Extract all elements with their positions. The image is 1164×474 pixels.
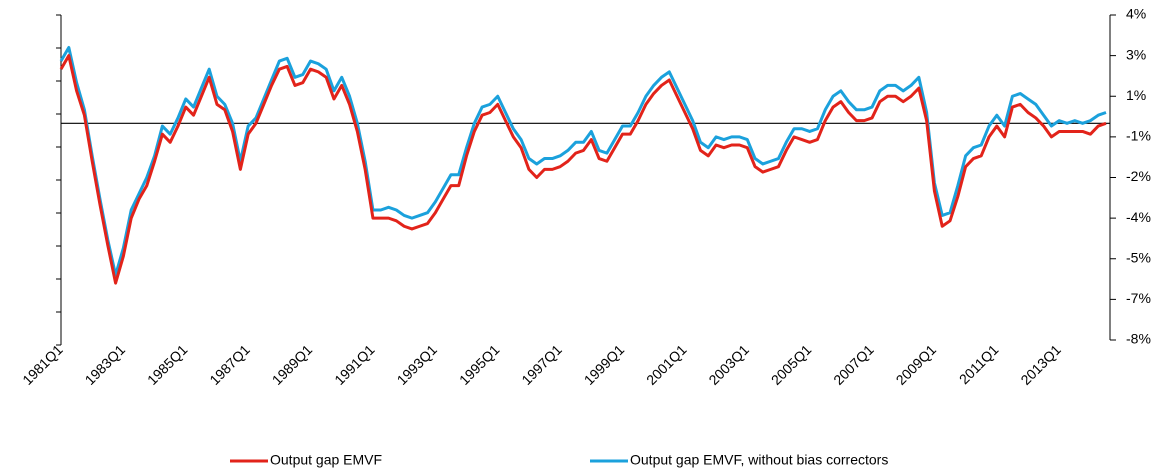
series-line: [59, 54, 1107, 285]
x-tick-label: 1991Q1: [331, 341, 378, 388]
x-tick-label: 1989Q1: [269, 341, 316, 388]
x-tick-label: 2007Q1: [830, 341, 877, 388]
x-tick-label: 1985Q1: [144, 341, 191, 388]
x-tick-label: 2011Q1: [956, 341, 1002, 387]
x-tick-label: 1997Q1: [518, 341, 565, 388]
y-tick-label: -4%: [1126, 209, 1151, 225]
y-tick-label: 4%: [1126, 6, 1146, 22]
series-line: [59, 46, 1107, 277]
x-tick-label: 1987Q1: [206, 341, 253, 388]
y-tick-label: 1%: [1126, 87, 1146, 103]
y-tick-label: -8%: [1126, 331, 1151, 347]
x-tick-label: 1993Q1: [394, 341, 441, 388]
legend-label: Output gap EMVF: [270, 452, 382, 468]
y-tick-label: -1%: [1126, 128, 1151, 144]
y-tick-label: -5%: [1126, 249, 1151, 265]
x-tick-label: 2013Q1: [1017, 341, 1064, 388]
y-tick-label: -7%: [1126, 290, 1151, 306]
y-tick-label: -2%: [1126, 168, 1151, 184]
legend-label: Output gap EMVF, without bias correctors: [630, 452, 888, 468]
x-tick-label: 1983Q1: [82, 341, 129, 388]
x-tick-label: 2001Q1: [643, 341, 690, 388]
x-tick-label: 2009Q1: [893, 341, 940, 388]
x-tick-label: 1999Q1: [581, 341, 628, 388]
x-tick-label: 2005Q1: [768, 341, 815, 388]
x-tick-label: 1995Q1: [456, 341, 503, 388]
x-tick-label: 2003Q1: [705, 341, 752, 388]
x-tick-label: 1981Q1: [19, 341, 66, 388]
y-tick-label: 3%: [1126, 46, 1146, 62]
